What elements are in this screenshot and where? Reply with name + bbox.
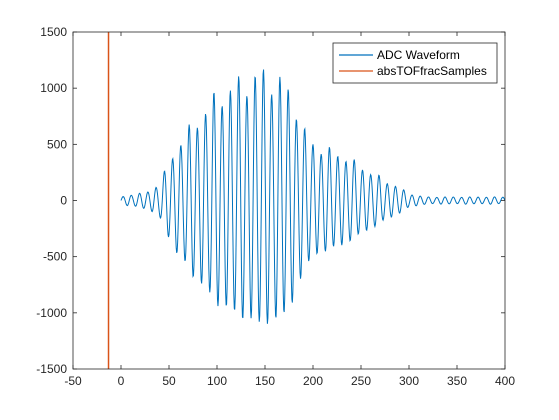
y-tick-label: -1500 — [36, 362, 67, 376]
y-tick-label: 1500 — [40, 25, 67, 39]
x-tick-label: 50 — [162, 374, 176, 388]
legend: ADC Waveform absTOFfracSamples — [332, 42, 498, 84]
x-tick-label: 400 — [495, 374, 515, 388]
series-layer — [107, 32, 505, 369]
x-tick-label: 300 — [399, 374, 419, 388]
series-adc-waveform-line — [120, 69, 505, 324]
y-tick-label: 1000 — [40, 81, 67, 95]
legend-box — [332, 42, 498, 84]
axes-layer: -50 0 50 100 150 200 250 300 350 400-1500-1000-50… — [36, 25, 515, 388]
x-tick-label: 350 — [447, 374, 467, 388]
y-tick-label: 500 — [47, 137, 67, 151]
x-tick-label: -50 — [64, 374, 82, 388]
legend-label: absTOFfracSamples — [377, 64, 487, 78]
x-tick-label: 0 — [118, 374, 125, 388]
x-tick-label: 150 — [255, 374, 275, 388]
plot-area — [73, 32, 505, 369]
y-tick-label: 0 — [60, 194, 67, 208]
y-tick-label: -500 — [43, 250, 67, 264]
x-tick-label: 200 — [303, 374, 323, 388]
x-tick-label: 100 — [207, 374, 227, 388]
legend-label: ADC Waveform — [377, 48, 460, 62]
y-tick-label: -1000 — [36, 306, 67, 320]
x-tick-label: 250 — [351, 374, 371, 388]
